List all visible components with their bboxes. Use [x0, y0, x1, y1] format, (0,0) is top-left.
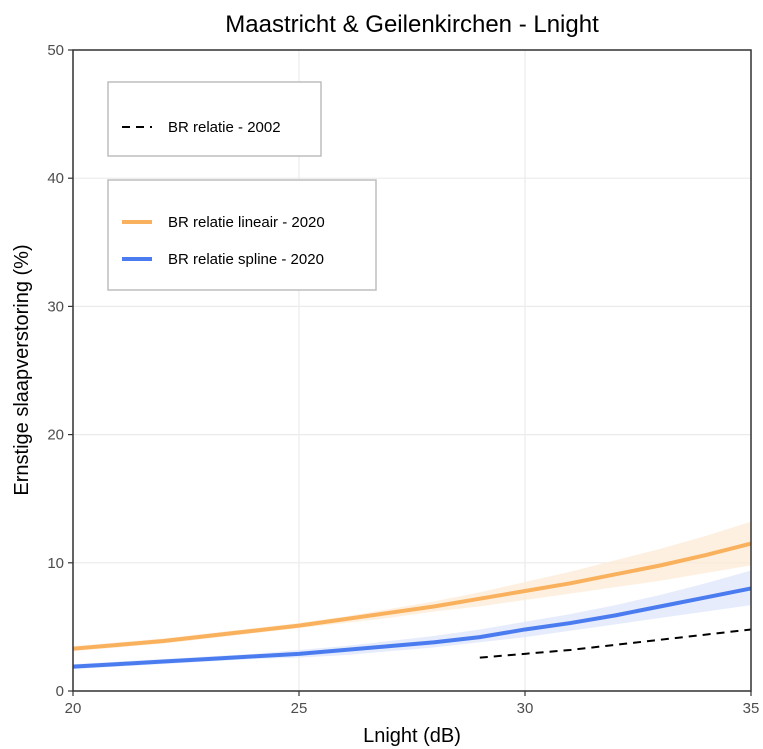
x-axis-label: Lnight (dB): [363, 725, 461, 747]
y-tick-label-10: 10: [47, 555, 64, 572]
legend: BR relatie - 2002 BR relatie lineair - 2…: [107, 81, 377, 291]
y-tick-label-40: 40: [47, 170, 64, 187]
x-tick-label-35: 35: [743, 700, 760, 717]
confidence-band-series-1: [73, 521, 751, 652]
y-tick-label-20: 20: [47, 427, 64, 444]
y-tick-label-30: 30: [47, 298, 64, 315]
x-tick-label-30: 30: [517, 700, 534, 717]
plot-panel-border: [72, 49, 752, 692]
legend-box-2002: [107, 81, 322, 157]
axis-ticks: 20 25 30 35 0 10 20 30 40 50: [47, 42, 759, 717]
series-lines: [72, 541, 752, 669]
x-tick-label-20: 20: [65, 700, 82, 717]
confidence-band-series-2: [73, 570, 751, 670]
series-line-2: [72, 586, 752, 669]
series-line-1: [72, 541, 752, 651]
y-tick-label-0: 0: [56, 683, 64, 700]
x-tick-label-25: 25: [291, 700, 308, 717]
legend-box-2020: [107, 179, 377, 291]
series-line-0: [479, 628, 752, 659]
legend-label-spline: BR relatie spline - 2020: [168, 251, 324, 268]
chart-title: Maastricht & Geilenkirchen - Lnight: [225, 11, 599, 38]
y-tick-label-50: 50: [47, 42, 64, 59]
legend-label-lineair: BR relatie lineair - 2020: [168, 214, 325, 231]
confidence-bands: [73, 521, 751, 670]
legend-label-2002: BR relatie - 2002: [168, 119, 281, 136]
y-axis-label: Ernstige slaapverstoring (%): [11, 244, 33, 495]
